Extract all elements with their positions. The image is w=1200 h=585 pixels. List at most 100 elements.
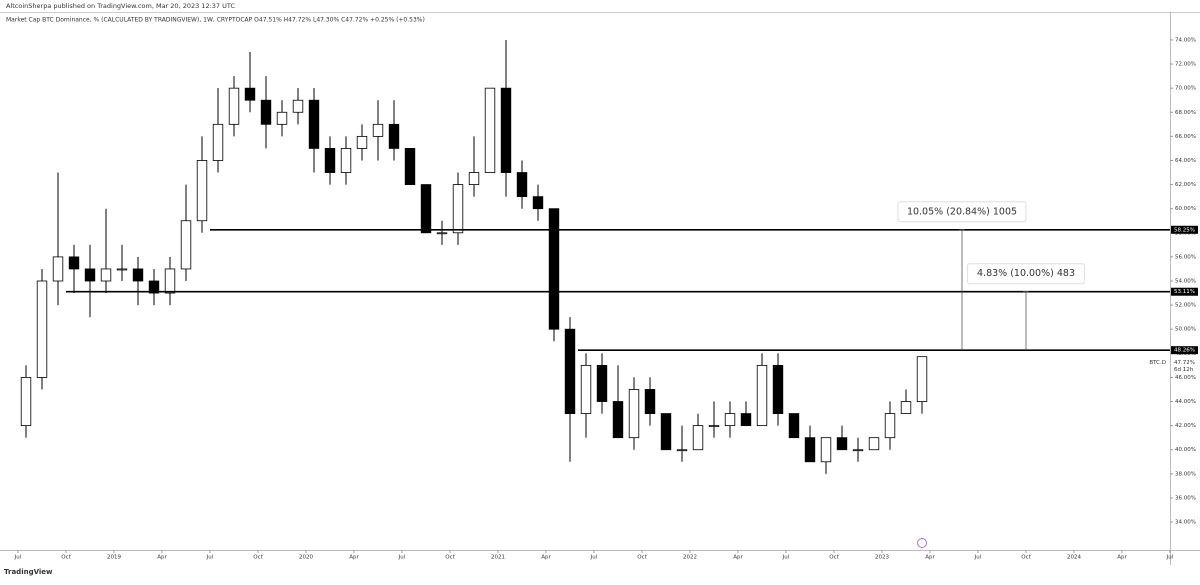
candle-body	[836, 437, 848, 451]
candle-body	[36, 280, 48, 378]
candle-body	[692, 425, 704, 451]
candle-body	[548, 208, 560, 330]
y-tick-label: 52.00%	[1175, 303, 1196, 309]
candle-body	[260, 99, 272, 125]
candle-body	[900, 401, 912, 414]
candle-body	[708, 425, 720, 428]
level-badge	[1171, 346, 1198, 355]
measure-label: 4.83% (10.00%) 483	[977, 268, 1075, 279]
level-badge	[1171, 287, 1198, 296]
y-tick-label: 50.00%	[1175, 327, 1196, 333]
candle-body	[564, 328, 576, 414]
x-tick-label: Apr	[349, 555, 359, 561]
measure-label: 10.05% (20.84%) 1005	[907, 206, 1017, 217]
x-tick-label: Apr	[157, 555, 167, 561]
candle-body	[100, 268, 112, 282]
x-tick-label: Jul	[1166, 555, 1174, 561]
level-label: 48.26%	[1174, 348, 1195, 354]
candle-body	[788, 413, 800, 439]
y-tick-label: 44.00%	[1175, 399, 1196, 405]
candle-body	[52, 256, 64, 282]
candle-body	[20, 377, 32, 427]
chart-legend: Market Cap BTC Dominance, % (CALCULATED …	[6, 17, 425, 24]
candle-body	[612, 401, 624, 439]
x-tick-label: 2024	[1067, 555, 1081, 561]
x-tick-label: 2020	[299, 555, 313, 561]
candle-body	[84, 268, 96, 282]
x-tick-label: Jul	[782, 555, 790, 561]
candle-body	[436, 232, 448, 235]
y-tick-label: 38.00%	[1175, 471, 1196, 477]
x-tick-label: Jul	[590, 555, 598, 561]
y-tick-label: 74.00%	[1175, 37, 1196, 43]
candle-body	[292, 99, 304, 113]
x-tick-label: Jul	[398, 555, 406, 561]
measure-box	[967, 263, 1085, 285]
symbol-label: BTC.D	[1149, 360, 1166, 366]
candle-body	[644, 389, 656, 414]
candle-body	[228, 87, 240, 125]
candle-body	[532, 196, 544, 210]
candle-body	[116, 268, 128, 271]
candle-body	[164, 268, 176, 294]
measure-box	[897, 201, 1027, 223]
y-tick-label: 54.00%	[1175, 279, 1196, 285]
candle-body	[404, 148, 416, 185]
candle-body	[676, 449, 688, 452]
candle-body	[356, 135, 368, 149]
x-tick-label: 2019	[107, 555, 121, 561]
y-tick-label: 60.00%	[1175, 206, 1196, 212]
candle-body	[724, 413, 736, 427]
x-tick-label: Oct	[1021, 555, 1031, 561]
last-price-label: 47.72%	[1174, 360, 1195, 366]
y-tick-label: 62.00%	[1175, 182, 1196, 188]
x-tick-label: Jul	[974, 555, 982, 561]
y-tick-label: 56.00%	[1175, 254, 1196, 260]
x-tick-label: Apr	[925, 555, 935, 561]
x-tick-label: Oct	[253, 555, 263, 561]
x-tick-label: 2021	[491, 555, 505, 561]
candle-body	[596, 364, 608, 402]
candle-body	[468, 172, 480, 185]
candle-body	[820, 437, 832, 463]
candle-body	[244, 87, 256, 101]
footer-logo: TradingView	[4, 568, 53, 576]
candle-body	[372, 123, 384, 137]
candle-body	[772, 364, 784, 414]
candle-body	[420, 184, 432, 234]
y-tick-label: 46.00%	[1175, 375, 1196, 381]
candle-body	[196, 160, 208, 222]
candle-body	[756, 364, 768, 427]
candle-body	[132, 268, 144, 282]
candle-body	[276, 111, 288, 125]
level-label: 58.25%	[1174, 227, 1195, 233]
y-tick-label: 34.00%	[1175, 520, 1196, 526]
y-tick-label: 72.00%	[1175, 62, 1196, 68]
y-tick-label: 68.00%	[1175, 110, 1196, 116]
x-tick-label: Oct	[829, 555, 839, 561]
x-tick-label: Oct	[637, 555, 647, 561]
x-tick-label: 2022	[683, 555, 697, 561]
candle-body	[500, 87, 512, 173]
candle-body	[516, 172, 528, 198]
publish-info: AltcoinSherpa published on TradingView.c…	[6, 2, 235, 10]
y-tick-label: 36.00%	[1175, 495, 1196, 501]
candle-body	[868, 437, 880, 451]
candle-body	[484, 87, 496, 173]
candle-body	[580, 364, 592, 414]
candle-body	[212, 123, 224, 161]
x-tick-label: Apr	[541, 555, 551, 561]
y-tick-label: 66.00%	[1175, 134, 1196, 140]
candle-body	[388, 123, 400, 149]
x-tick-label: Oct	[61, 555, 71, 561]
candle-body	[740, 413, 752, 427]
candle-body	[308, 99, 320, 149]
candle-body	[916, 356, 928, 402]
candle-body	[340, 148, 352, 173]
y-tick-label: 42.00%	[1175, 423, 1196, 429]
y-tick-label: 70.00%	[1175, 86, 1196, 92]
candle-body	[628, 389, 640, 439]
candle-body	[68, 256, 80, 270]
candle-body	[884, 413, 896, 439]
